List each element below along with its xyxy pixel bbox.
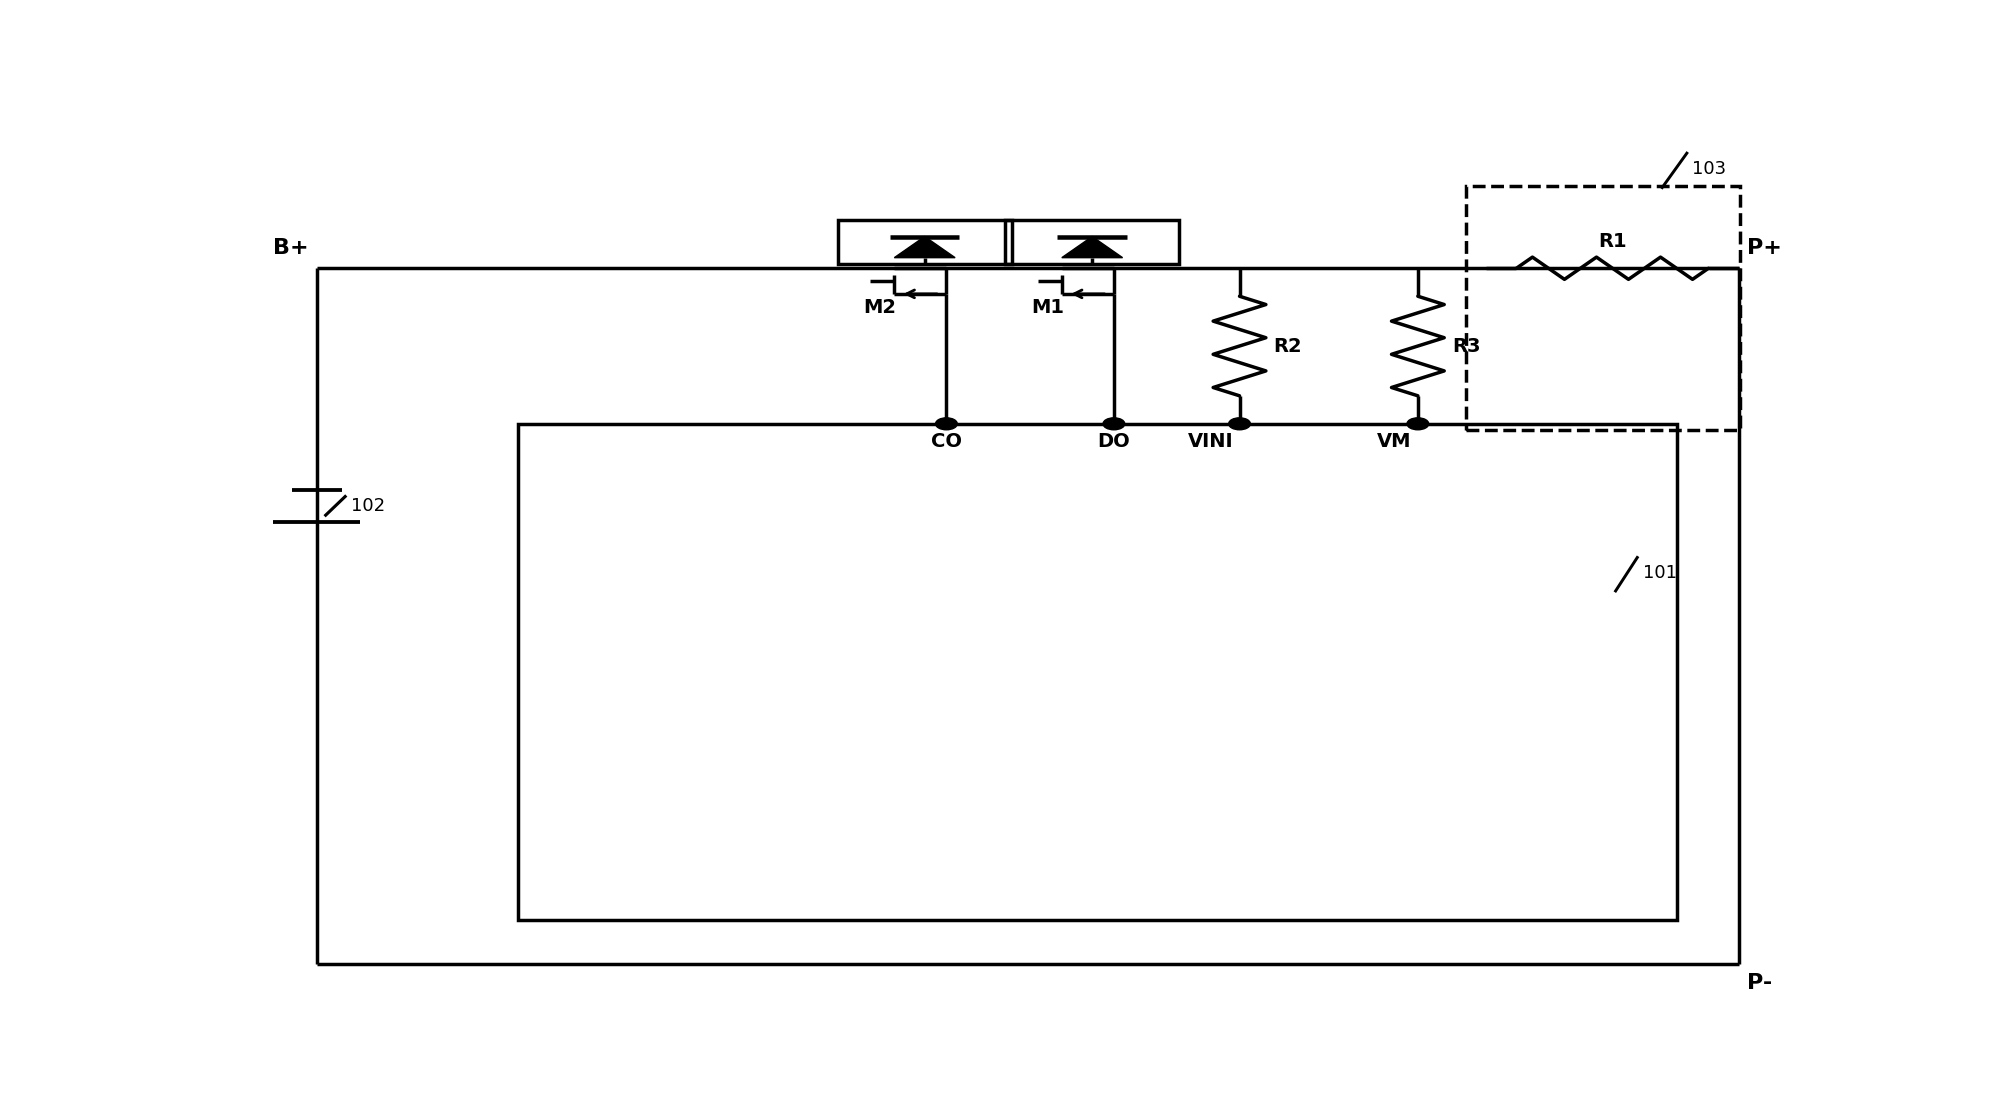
Bar	[1005, 220, 1179, 264]
Circle shape	[1229, 417, 1251, 430]
Text: 102: 102	[350, 497, 384, 515]
Text: M2: M2	[864, 299, 896, 317]
Text: VM: VM	[1377, 433, 1411, 452]
Text: R2: R2	[1275, 336, 1303, 355]
Text: M1: M1	[1031, 299, 1065, 317]
Text: VINI: VINI	[1189, 433, 1233, 452]
Circle shape	[1407, 417, 1429, 430]
Bar	[518, 424, 1677, 919]
Polygon shape	[894, 236, 954, 258]
Circle shape	[936, 417, 956, 430]
Bar	[1467, 186, 1741, 430]
Bar	[838, 220, 1013, 264]
Text: P-: P-	[1747, 972, 1771, 992]
Text: 101: 101	[1643, 564, 1677, 583]
Text: R3: R3	[1453, 336, 1481, 355]
Text: P+: P+	[1747, 238, 1781, 258]
Text: DO: DO	[1097, 433, 1131, 452]
Text: B+: B+	[274, 238, 308, 258]
Text: CO: CO	[930, 433, 962, 452]
Text: R1: R1	[1599, 232, 1627, 251]
Text: 103: 103	[1693, 160, 1727, 178]
Circle shape	[1103, 417, 1125, 430]
Polygon shape	[1063, 236, 1123, 258]
